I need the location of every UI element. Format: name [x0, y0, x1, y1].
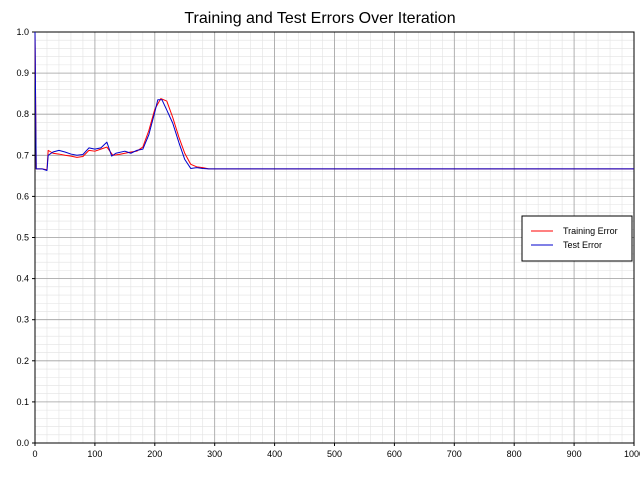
legend-label: Training Error: [563, 226, 618, 236]
y-tick-label: 0.6: [16, 191, 29, 201]
x-tick-label: 0: [32, 449, 37, 459]
y-tick-label: 0.4: [16, 274, 29, 284]
legend-box: [521, 215, 633, 262]
series-line-test-error: [34, 31, 634, 172]
y-tick-label: 0.2: [16, 356, 29, 366]
legend: Training Error Test Error: [521, 215, 633, 262]
x-tick-label: 100: [87, 449, 102, 459]
x-tick-label: 700: [447, 449, 462, 459]
y-tick-label: 1.0: [16, 27, 29, 37]
legend-label: Test Error: [563, 240, 602, 250]
x-tick-label: 300: [207, 449, 222, 459]
y-tick-labels: 0.0 0.1 0.2 0.3 0.4 0.5 0.6 0.7 0.8 0.9 1.0: [16, 27, 29, 448]
series-group: [34, 31, 634, 172]
y-tick-label: 0.0: [16, 438, 29, 448]
x-tick-label: 500: [327, 449, 342, 459]
axis-ticks: [32, 31, 635, 446]
x-tick-label: 200: [147, 449, 162, 459]
y-tick-label: 0.9: [16, 68, 29, 78]
x-tick-label: 800: [507, 449, 522, 459]
y-tick-label: 0.5: [16, 233, 29, 243]
chart-title: Training and Test Errors Over Iteration: [184, 10, 455, 27]
y-tick-label: 0.7: [16, 150, 29, 160]
series-line-training-error: [34, 31, 634, 171]
y-tick-label: 0.3: [16, 315, 29, 325]
x-tick-label: 400: [267, 449, 282, 459]
x-tick-label: 600: [387, 449, 402, 459]
x-tick-label: 900: [567, 449, 582, 459]
y-tick-label: 0.1: [16, 397, 29, 407]
y-tick-label: 0.8: [16, 109, 29, 119]
